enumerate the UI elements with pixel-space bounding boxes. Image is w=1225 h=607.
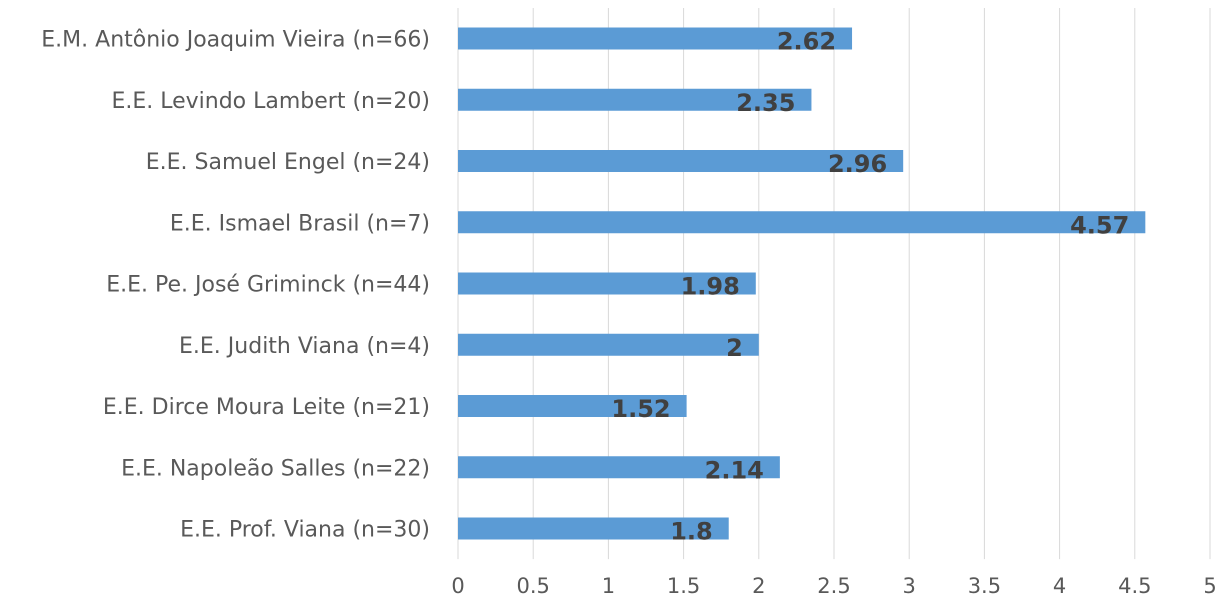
- x-tick-label: 2: [752, 574, 765, 598]
- category-label: E.E. Judith Viana (n=4): [179, 334, 430, 359]
- bar: [458, 211, 1146, 234]
- bar: [458, 150, 904, 172]
- x-tick-label: 5: [1203, 574, 1216, 598]
- bars: [458, 27, 1146, 540]
- data-label: 2.62: [777, 28, 836, 56]
- x-tick-label: 1.5: [667, 574, 700, 598]
- x-tick-label: 3: [903, 574, 916, 598]
- data-label: 2: [726, 334, 743, 362]
- x-tick-label: 0: [451, 574, 464, 598]
- data-label: 1.98: [681, 273, 740, 301]
- bar: [458, 333, 759, 356]
- data-labels: 2.62 2.35 2.96 4.57 1.98 2 1.52 2.14 1.8: [611, 28, 1129, 546]
- category-label: E.E. Pe. José Griminck (n=44): [106, 273, 430, 298]
- data-label: 2.35: [736, 89, 795, 117]
- category-label: E.E. Samuel Engel (n=24): [146, 150, 430, 175]
- x-tick-label: 1: [602, 574, 615, 598]
- category-label: E.E. Napoleão Salles (n=22): [121, 456, 430, 481]
- x-tick-label: 0.5: [516, 574, 549, 598]
- category-label: E.E. Dirce Moura Leite (n=21): [103, 395, 430, 420]
- x-axis-ticks: 0 0.5 1 1.5 2 2.5 3 3.5 4 4.5 5: [451, 574, 1216, 598]
- data-label: 1.8: [670, 518, 713, 546]
- data-label: 4.57: [1070, 211, 1129, 239]
- x-tick-label: 3.5: [968, 574, 1001, 598]
- bar: [458, 456, 780, 479]
- category-label: E.M. Antônio Joaquim Vieira (n=66): [41, 28, 430, 53]
- x-tick-label: 2.5: [817, 574, 850, 598]
- bar: [458, 517, 729, 540]
- data-label: 2.96: [828, 150, 887, 178]
- bar: [458, 272, 756, 295]
- category-label: E.E. Ismael Brasil (n=7): [170, 211, 430, 236]
- data-label: 2.14: [705, 456, 764, 484]
- category-label: E.E. Prof. Viana (n=30): [180, 518, 430, 543]
- data-label: 1.52: [611, 395, 670, 423]
- bar: [458, 27, 853, 50]
- bar: [458, 88, 812, 111]
- x-tick-label: 4: [1053, 574, 1066, 598]
- x-tick-label: 4.5: [1118, 574, 1151, 598]
- bar: [458, 395, 687, 417]
- category-label: E.E. Levindo Lambert (n=20): [111, 89, 430, 114]
- category-labels: E.M. Antônio Joaquim Vieira (n=66) E.E. L…: [41, 28, 430, 543]
